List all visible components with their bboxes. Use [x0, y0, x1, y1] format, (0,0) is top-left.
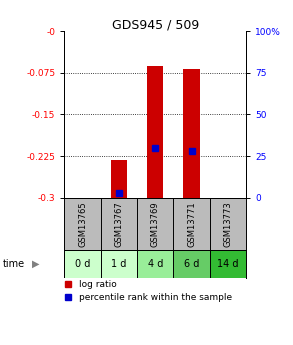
Text: 4 d: 4 d — [148, 259, 163, 269]
Bar — [183, 69, 200, 198]
Text: GSM13765: GSM13765 — [78, 201, 87, 247]
Text: 6 d: 6 d — [184, 259, 199, 269]
Bar — [147, 66, 163, 198]
Text: GSM13771: GSM13771 — [187, 201, 196, 247]
Bar — [173, 250, 210, 278]
Bar — [111, 160, 127, 198]
Text: log ratio: log ratio — [79, 280, 117, 289]
Text: 14 d: 14 d — [217, 259, 239, 269]
Text: 0 d: 0 d — [75, 259, 90, 269]
Bar — [64, 250, 101, 278]
Bar — [210, 250, 246, 278]
Text: time: time — [3, 259, 25, 269]
Title: GDS945 / 509: GDS945 / 509 — [112, 18, 199, 31]
Text: 1 d: 1 d — [111, 259, 127, 269]
Bar — [137, 250, 173, 278]
Text: GSM13767: GSM13767 — [115, 201, 123, 247]
Text: GSM13769: GSM13769 — [151, 201, 160, 247]
Bar — [101, 250, 137, 278]
Text: ▶: ▶ — [32, 259, 40, 269]
Text: percentile rank within the sample: percentile rank within the sample — [79, 293, 232, 302]
Text: GSM13773: GSM13773 — [224, 201, 232, 247]
